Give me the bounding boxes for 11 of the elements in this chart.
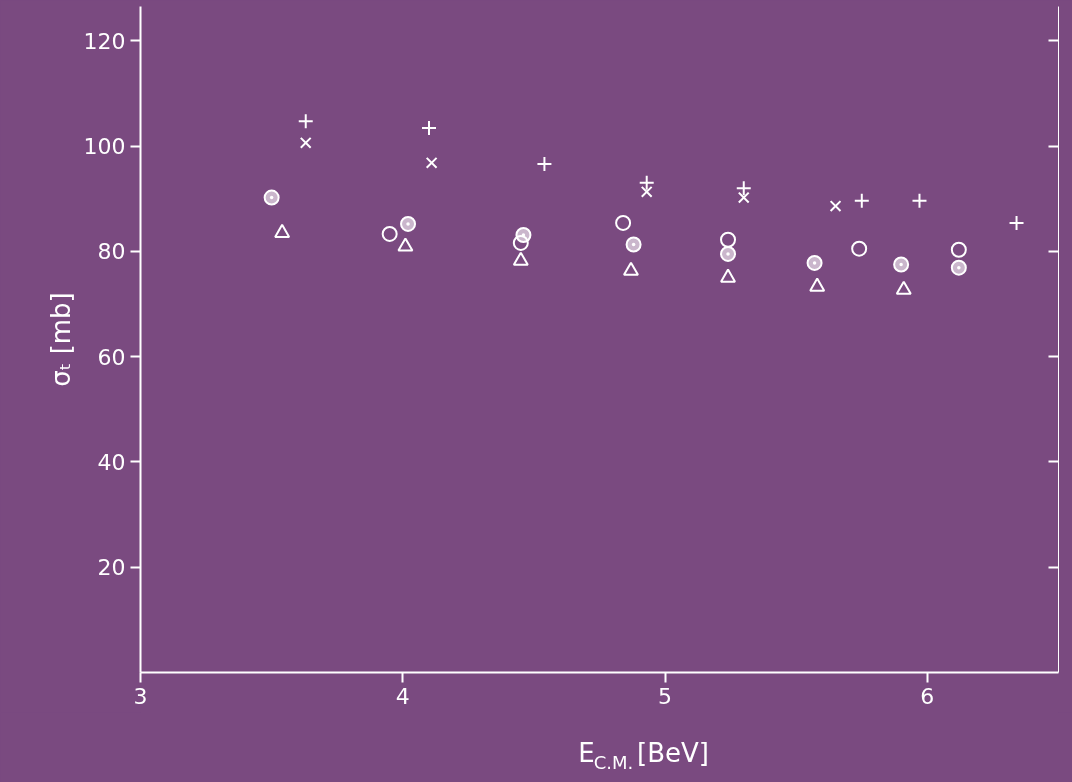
y-tick-label: 20: [97, 555, 126, 581]
y-tick-label: 80: [97, 239, 126, 265]
y-tick-label: 40: [97, 449, 126, 475]
x-tick-label: 6: [920, 683, 935, 709]
y-tick-label: 60: [97, 344, 126, 370]
y-tick-label: 120: [83, 28, 126, 54]
x-tick-label: 3: [133, 683, 148, 709]
y-axis-title: σₜ [mb]: [45, 292, 76, 387]
y-tick-label: 100: [83, 134, 126, 160]
x-tick-label: 4: [395, 683, 410, 709]
x-tick-label: 5: [658, 683, 673, 709]
